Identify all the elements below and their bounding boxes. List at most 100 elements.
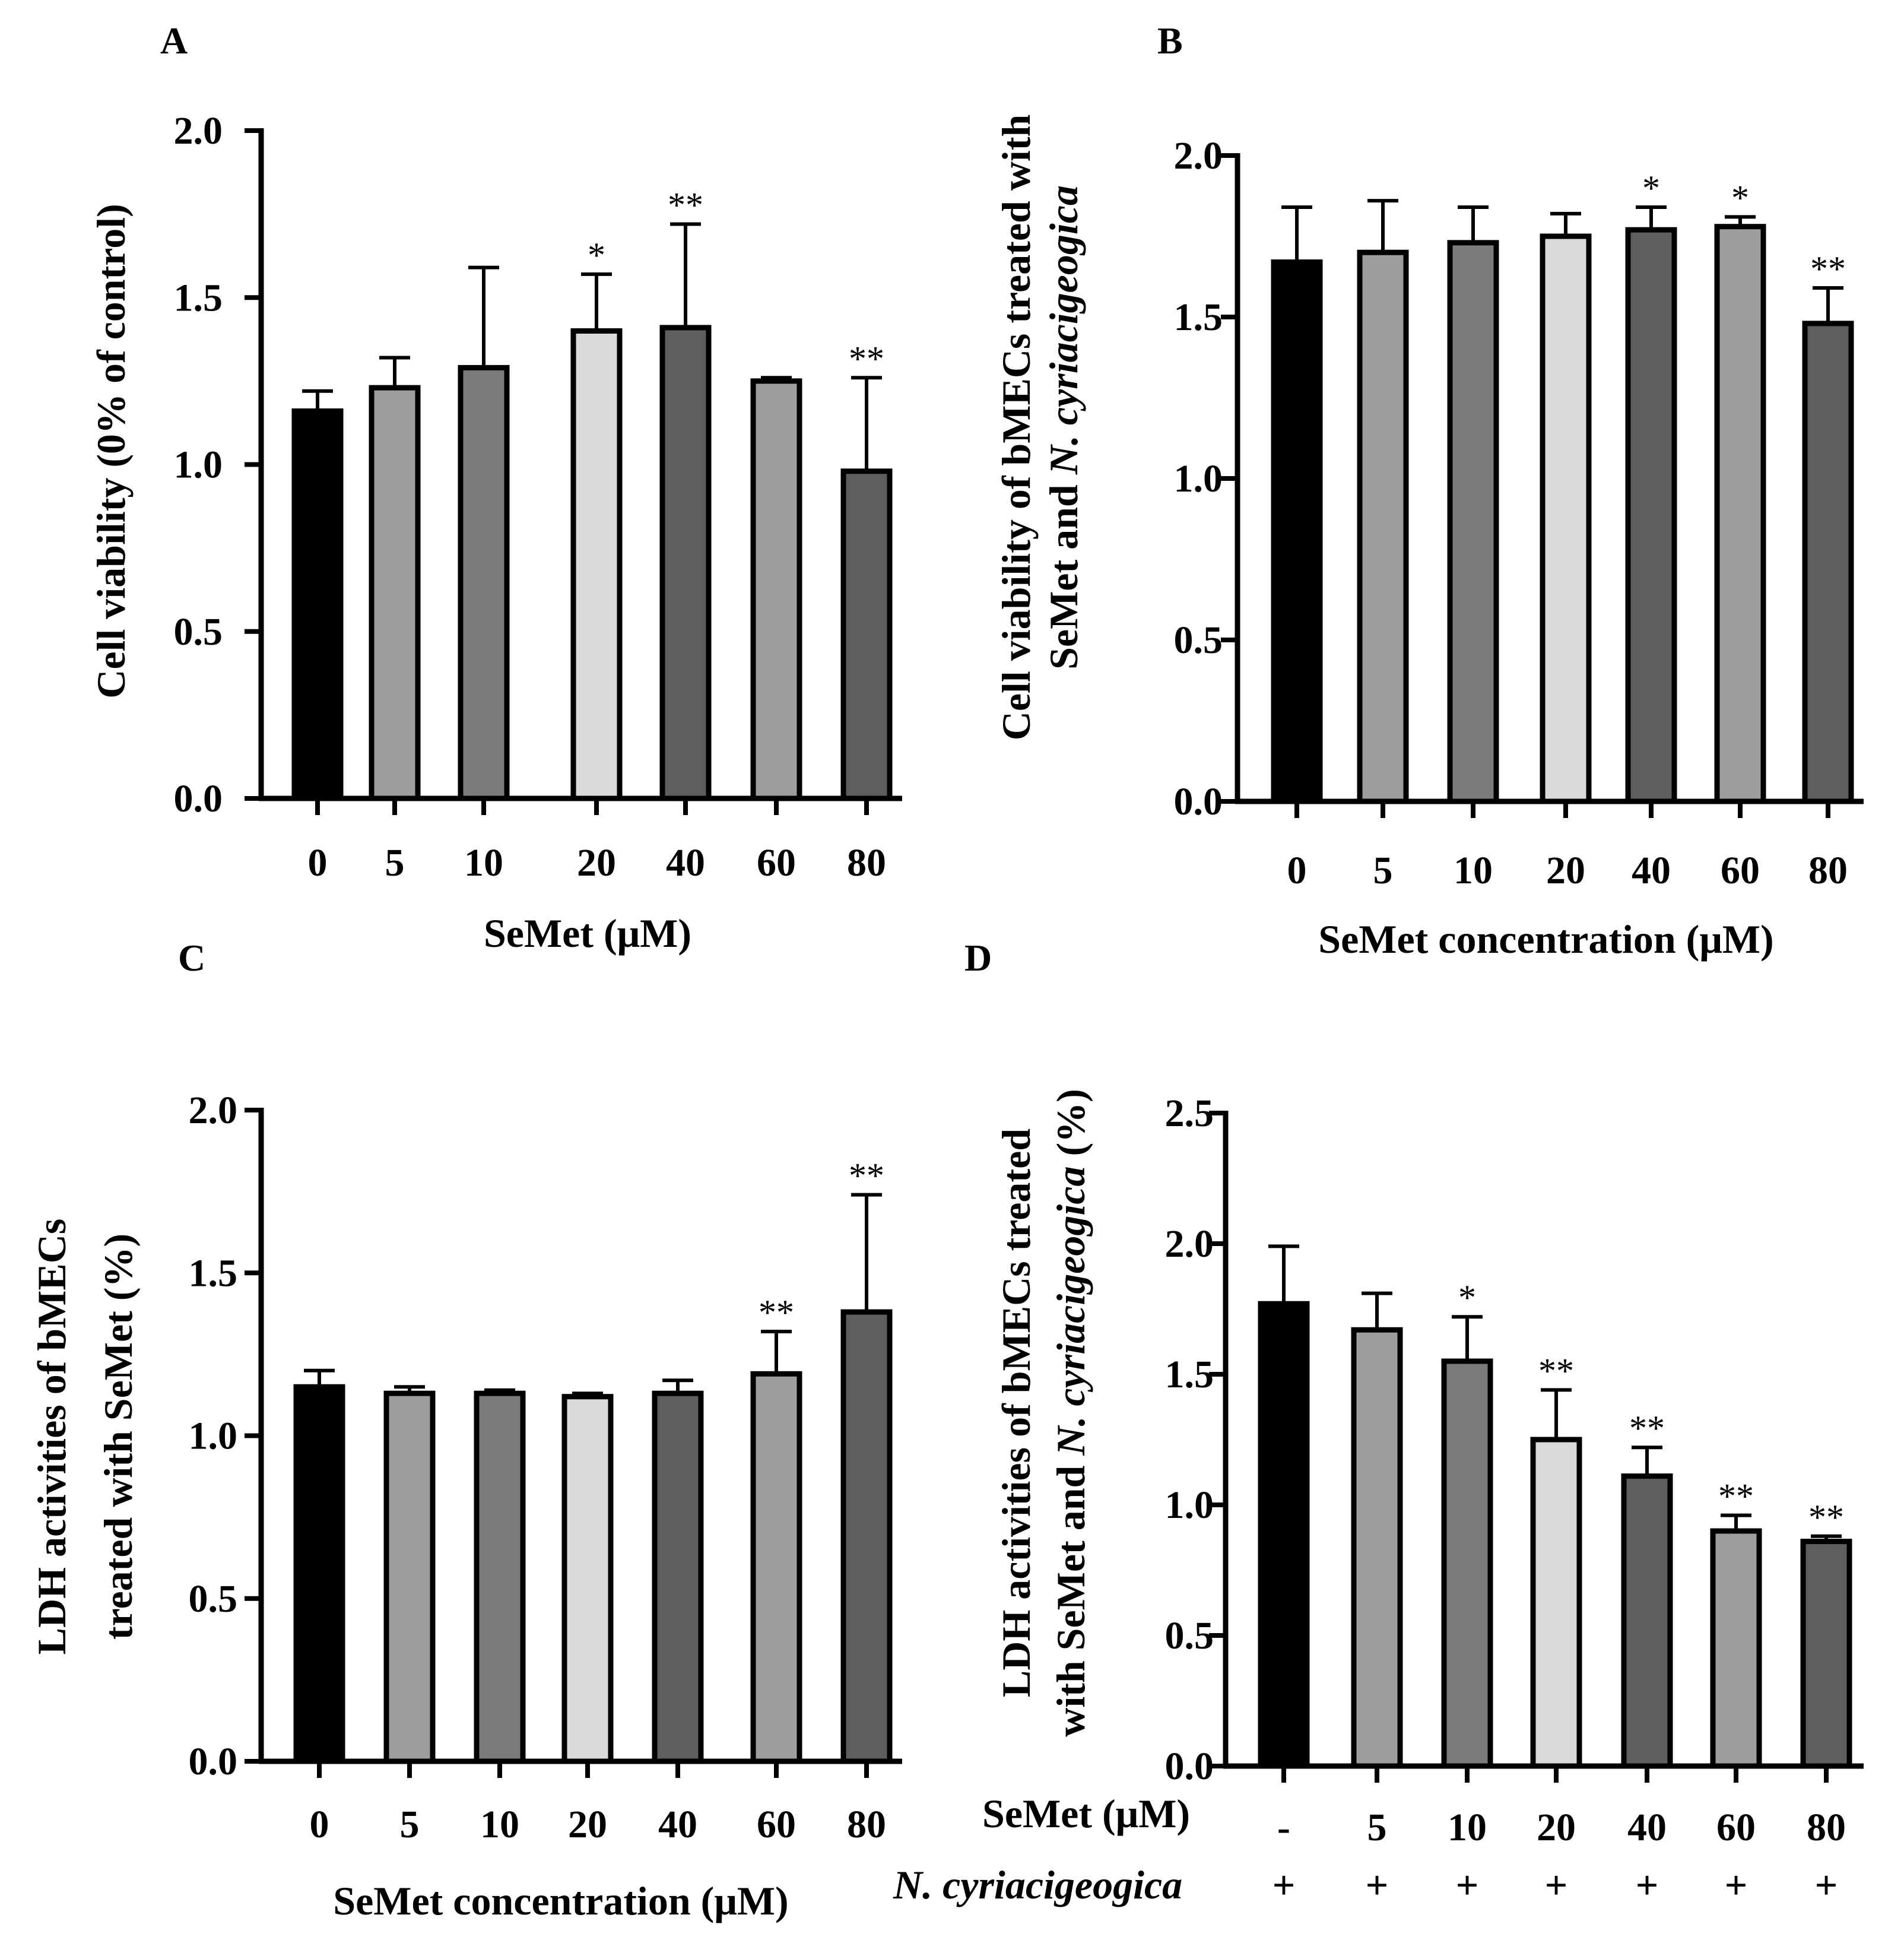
panel-d-y-title-line1: LDH activities of bMECs treated bbox=[994, 1129, 1039, 1697]
panel-b-bar bbox=[1357, 249, 1409, 804]
panel-b-category-label: 80 bbox=[1808, 849, 1848, 892]
panel-a-y-tick-label: 2.0 bbox=[174, 109, 223, 153]
panel-c-y-title-line1: LDH activities of bMECs bbox=[29, 1219, 74, 1655]
panel-d-category-label: 80 bbox=[1807, 1806, 1846, 1849]
panel-d-bar bbox=[1800, 1539, 1852, 1769]
panel-a: 0.0 0.5 1.0 1.5 2.0 0 5 10 * 20 ** 40 60 ** 80 bbox=[174, 109, 902, 885]
panel-c-y-tick-label: 0.0 bbox=[189, 1740, 238, 1783]
panel-a-y-tick-label: 0.5 bbox=[174, 610, 223, 654]
panel-c-bar bbox=[840, 1309, 893, 1764]
panel-a-x-title: SeMet (μM) bbox=[484, 911, 691, 956]
panel-c-bar bbox=[750, 1371, 802, 1764]
panel-b-bar bbox=[1447, 240, 1499, 804]
panel-b-category-label: 60 bbox=[1721, 849, 1760, 892]
panel-c-bar bbox=[474, 1390, 526, 1764]
panel-a-significance-label: ** bbox=[668, 186, 703, 225]
panel-a-category-label: 60 bbox=[757, 841, 796, 885]
panel-c: 0.0 0.5 1.0 1.5 2.0 0 5 10 20 40 ** 60 ** 80 bbox=[189, 1089, 902, 1846]
panel-d-category-label: - bbox=[1277, 1806, 1290, 1849]
panel-c-y-tick-label: 1.5 bbox=[189, 1251, 238, 1295]
panel-d-y-tick-label: 2.0 bbox=[1165, 1222, 1214, 1266]
panel-b-category-label: 10 bbox=[1454, 849, 1493, 892]
panel-b-bar bbox=[1625, 227, 1677, 804]
panel-a-category-label: 0 bbox=[308, 841, 328, 885]
panel-a-significance-label: ** bbox=[849, 339, 884, 378]
panel-d-significance-label: * bbox=[1458, 1278, 1476, 1317]
panel-a-y-title: Cell viability (0% of control) bbox=[88, 204, 134, 699]
panel-a-bar bbox=[458, 364, 510, 801]
panel-b-category-label: 5 bbox=[1373, 849, 1393, 892]
panel-d-row2-value: + bbox=[1636, 1862, 1659, 1907]
panel-d-significance-label: ** bbox=[1718, 1477, 1754, 1516]
panel-c-category-label: 0 bbox=[310, 1803, 329, 1846]
panel-a-category-label: 80 bbox=[847, 841, 886, 885]
panel-d-y-title-line2-suffix: (%) bbox=[1048, 1089, 1093, 1166]
panel-c-category-label: 10 bbox=[480, 1803, 519, 1846]
panel-d-y-title-line2-italic: N. cyriacigeogica bbox=[1048, 1166, 1093, 1456]
panel-c-category-label: 60 bbox=[757, 1803, 796, 1846]
panel-b-category-label: 20 bbox=[1546, 849, 1585, 892]
panel-d: 0.0 0.5 1.0 1.5 2.0 2.5 - +5 + * 10 + ** 20 + ** 40 + ** 60… bbox=[1165, 1092, 1864, 1907]
panel-d-row2-value: + bbox=[1725, 1862, 1748, 1907]
panel-b-x-title: SeMet concentration (μM) bbox=[1318, 917, 1773, 962]
panel-c-significance-label: ** bbox=[849, 1156, 884, 1196]
panel-b-bar bbox=[1802, 321, 1854, 804]
panel-b-y-tick-label: 1.5 bbox=[1174, 296, 1223, 339]
panel-c-category-label: 5 bbox=[400, 1803, 420, 1846]
panel-a-bar bbox=[659, 325, 712, 801]
panel-d-row2-value: + bbox=[1815, 1862, 1838, 1907]
panel-letter-b: B bbox=[1157, 20, 1183, 62]
panel-d-category-label: 20 bbox=[1537, 1806, 1576, 1849]
panel-b-significance-label: ** bbox=[1810, 249, 1846, 289]
panel-b-y-title-line2-italic: N. cyriacigeogica bbox=[1041, 185, 1086, 475]
panel-c-y-tick-label: 2.0 bbox=[189, 1089, 238, 1132]
panel-d-row2-value: + bbox=[1456, 1862, 1479, 1907]
panel-d-row2-label: N. cyriacigeogica bbox=[893, 1862, 1182, 1907]
panel-a-y-tick-label: 0.0 bbox=[174, 777, 223, 820]
panel-b-category-label: 40 bbox=[1632, 849, 1671, 892]
panel-c-bar bbox=[652, 1390, 704, 1764]
panel-b-y-tick-label: 0.0 bbox=[1174, 780, 1223, 823]
panel-letter-d: D bbox=[964, 937, 992, 979]
panel-d-y-tick-label: 1.5 bbox=[1165, 1353, 1214, 1396]
panel-b-y-tick-label: 1.0 bbox=[1174, 457, 1223, 500]
panel-d-y-tick-label: 2.5 bbox=[1165, 1092, 1214, 1135]
panel-d-category-label: 60 bbox=[1716, 1806, 1756, 1849]
panel-a-significance-label: * bbox=[588, 236, 605, 275]
panel-d-y-title-line2: with SeMet and N. cyriacigeogica (%) bbox=[1048, 1089, 1093, 1737]
panel-c-category-label: 40 bbox=[658, 1803, 697, 1846]
panel-d-bar bbox=[1258, 1301, 1310, 1769]
panel-c-y-title-line2: treated with SeMet (%) bbox=[96, 1234, 141, 1640]
panel-b-significance-label: * bbox=[1731, 178, 1749, 217]
panel-d-bar bbox=[1530, 1437, 1582, 1769]
panel-a-y-tick-label: 1.5 bbox=[174, 276, 223, 319]
panel-d-significance-label: ** bbox=[1629, 1409, 1665, 1448]
panel-a-bar bbox=[840, 468, 893, 801]
panel-a-category-label: 5 bbox=[385, 841, 405, 885]
panel-b-y-title-line2-prefix: SeMet and bbox=[1041, 474, 1086, 670]
panel-d-category-label: 5 bbox=[1367, 1806, 1387, 1849]
panel-d-row2-value: + bbox=[1366, 1862, 1389, 1907]
panel-a-category-label: 40 bbox=[666, 841, 705, 885]
panel-d-row2-value: + bbox=[1272, 1862, 1296, 1907]
panel-c-bar bbox=[383, 1390, 436, 1764]
panel-b-bar bbox=[1714, 224, 1766, 804]
panel-d-bar bbox=[1621, 1473, 1673, 1769]
panel-d-row1-label: SeMet (μM) bbox=[982, 1791, 1190, 1836]
panel-a-category-label: 20 bbox=[577, 841, 616, 885]
panel-d-bar bbox=[1351, 1327, 1403, 1769]
panel-d-significance-label: ** bbox=[1808, 1498, 1844, 1537]
panel-a-bar bbox=[750, 378, 802, 801]
panel-d-y-tick-label: 0.0 bbox=[1165, 1745, 1214, 1788]
panel-d-y-title-line2-prefix: with SeMet and bbox=[1048, 1456, 1093, 1737]
panel-d-category-label: 40 bbox=[1627, 1806, 1667, 1849]
panel-d-y-tick-label: 1.0 bbox=[1165, 1483, 1214, 1527]
panel-a-bar bbox=[369, 385, 421, 801]
panel-letter-c: C bbox=[178, 937, 205, 979]
panel-c-category-label: 20 bbox=[568, 1803, 607, 1846]
panel-b-bar bbox=[1271, 259, 1323, 804]
panel-c-y-tick-label: 0.5 bbox=[189, 1577, 238, 1621]
panel-b-bar bbox=[1540, 233, 1592, 804]
panel-b-y-tick-label: 0.5 bbox=[1174, 619, 1223, 662]
panel-b-y-tick-label: 2.0 bbox=[1174, 134, 1223, 177]
